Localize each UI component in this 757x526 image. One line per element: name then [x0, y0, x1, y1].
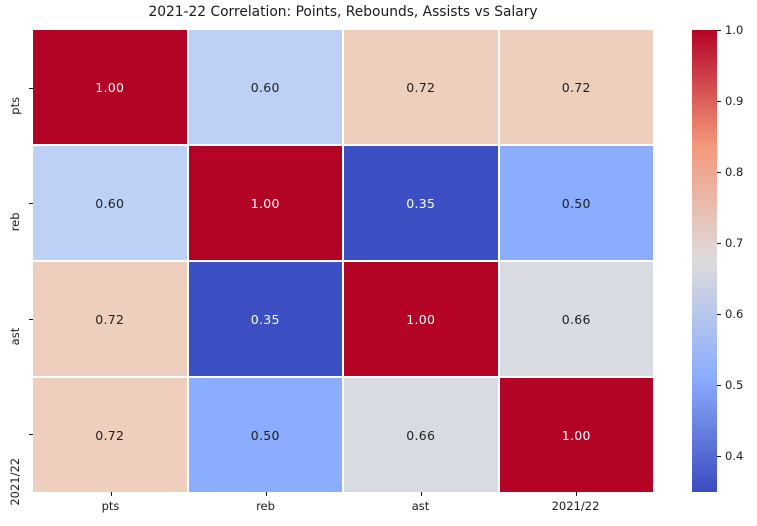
colorbar-tick-mark	[717, 101, 721, 103]
y-tick-label-pts: pts	[8, 96, 22, 115]
heatmap-cell-reb-reb: 1.00	[188, 146, 342, 260]
y-tick-mark	[29, 434, 33, 436]
y-tick-mark	[29, 203, 33, 205]
x-tick-mark	[110, 492, 112, 496]
colorbar-tick-label-0.7: 0.7	[725, 236, 744, 251]
heatmap-cell-ast-reb: 0.35	[188, 262, 342, 376]
x-tick-label-pts: pts	[101, 499, 120, 513]
colorbar-tick-label-0.4: 0.4	[725, 449, 744, 464]
heatmap-cell-ast-pts: 0.72	[33, 262, 187, 376]
heatmap-cell-pts-2021/22: 0.72	[499, 30, 653, 144]
x-axis: pts reb ast 2021/22	[33, 492, 653, 526]
colorbar-tick-mark	[717, 385, 721, 387]
heatmap-cell-2021/22-ast: 0.66	[344, 378, 498, 492]
colorbar-tick-label-0.6: 0.6	[725, 307, 744, 322]
x-tick-label-2021/22: 2021/22	[551, 499, 600, 513]
x-tick-mark	[420, 492, 422, 496]
heatmap-grid: 1.00 0.60 0.72 0.72 0.60 1.00 0.35 0.50 0.72 0.35…	[33, 30, 653, 492]
heatmap-cell-ast-ast: 1.00	[344, 262, 498, 376]
colorbar: 1.0 0.9 0.8 0.7 0.6 0.5 0.4	[692, 23, 743, 492]
heatmap-cell-2021/22-reb: 0.50	[188, 378, 342, 492]
x-tick-mark	[265, 492, 267, 496]
colorbar-gradient	[692, 30, 717, 492]
heatmap-cell-pts-reb: 0.60	[188, 30, 342, 144]
chart-title: 2021-22 Correlation: Points, Rebounds, A…	[148, 4, 538, 20]
colorbar-tick-label-0.9: 0.9	[725, 94, 744, 109]
y-tick-label-ast: ast	[8, 327, 22, 346]
heatmap-cell-reb-ast: 0.35	[344, 146, 498, 260]
colorbar-tick-label-0.8: 0.8	[725, 165, 744, 180]
x-tick-label-ast: ast	[411, 499, 430, 513]
x-tick-mark	[575, 492, 577, 496]
heatmap-cell-reb-2021/22: 0.50	[499, 146, 653, 260]
colorbar-tick-mark	[717, 30, 721, 31]
y-tick-label-reb: reb	[8, 212, 22, 232]
y-tick-mark	[29, 87, 33, 89]
colorbar-tick-mark	[717, 456, 721, 458]
x-tick-label-reb: reb	[256, 499, 275, 513]
heatmap-cell-pts-pts: 1.00	[33, 30, 187, 144]
colorbar-tick-mark	[717, 243, 721, 245]
colorbar-tick-label-1.0: 1.0	[725, 23, 744, 37]
heatmap-cell-2021/22-pts: 0.72	[33, 378, 187, 492]
heatmap-cell-reb-pts: 0.60	[33, 146, 187, 260]
heatmap-cell-pts-ast: 0.72	[344, 30, 498, 144]
y-axis: pts reb ast 2021/22	[0, 30, 33, 506]
colorbar-tick-mark	[717, 172, 721, 174]
y-tick-label-2021/22: 2021/22	[8, 458, 22, 506]
colorbar-tick-label-0.5: 0.5	[725, 378, 744, 393]
heatmap-cell-2021/22-2021/22: 1.00	[499, 378, 653, 492]
heatmap-cell-ast-2021/22: 0.66	[499, 262, 653, 376]
y-tick-mark	[29, 318, 33, 320]
colorbar-tick-mark	[717, 314, 721, 316]
